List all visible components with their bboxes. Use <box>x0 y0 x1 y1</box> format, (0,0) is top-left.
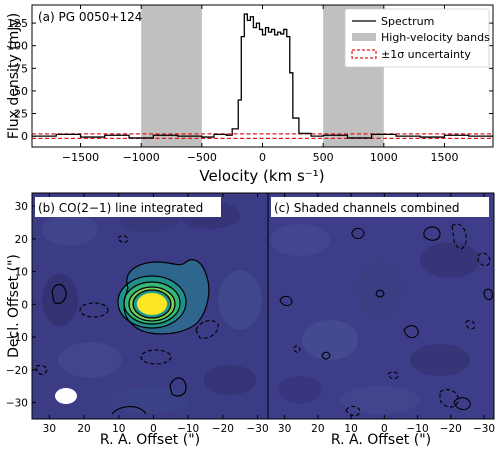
map-b-negative-contours <box>35 235 219 376</box>
spectrum-x-label: Velocity (km s⁻¹) <box>199 167 324 185</box>
legend-box <box>344 8 490 68</box>
map-x-tick-label: 10 <box>344 423 357 435</box>
map-x-tick-label: −10 <box>177 423 199 435</box>
spectrum-y-label: Flux density (mJy) <box>6 13 22 139</box>
map-x-tick-label: 0 <box>150 423 157 435</box>
x-tick-label: −1500 <box>62 151 99 164</box>
map-y-tick-label: 20 <box>15 234 28 246</box>
x-tick-label: −500 <box>187 151 217 164</box>
legend-swatch-bands <box>352 33 376 41</box>
spectrum-legend: Spectrum High-velocity bands ±1σ uncerta… <box>344 8 490 68</box>
map-y-tick-label: −20 <box>6 365 28 377</box>
x-tick-label: −1000 <box>123 151 160 164</box>
spectrum-line <box>32 13 493 139</box>
x-tick-label: 0 <box>259 151 266 164</box>
map-x-tick-label: 0 <box>381 423 388 435</box>
map-x-tick-label: −30 <box>473 423 495 435</box>
spectrum-y-ticks: 0 25 50 75 100 125 <box>7 17 493 143</box>
shaded-band-0 <box>141 5 202 147</box>
x-tick-label: 500 <box>313 151 334 164</box>
legend-label-bands: High-velocity bands <box>381 31 490 44</box>
map-b-panel-label: (b) CO(2−1) line integrated <box>38 201 203 215</box>
map-c-label-box <box>271 197 489 217</box>
y-tick-label: 100 <box>7 40 28 53</box>
map-x-tick-label: −20 <box>440 423 462 435</box>
y-tick-label: 125 <box>7 17 28 30</box>
map-x-tick-label: 20 <box>311 423 324 435</box>
legend-label-spectrum: Spectrum <box>381 15 434 28</box>
map-c-negative-contours <box>293 223 491 417</box>
y-tick-label: 0 <box>21 130 28 143</box>
map-b-y-label: Decl. Offset (") <box>6 254 22 358</box>
map-y-tick-label: 10 <box>15 267 28 279</box>
map-c-panel-label: (c) Shaded channels combined <box>274 201 460 215</box>
map-b-x-label: R. A. Offset (") <box>100 432 200 448</box>
map-y-tick-label: 0 <box>21 299 28 311</box>
map-x-tick-label: −30 <box>247 423 269 435</box>
map-b-x-ticks: 30 20 10 0 −10 −20 −30 <box>43 193 269 435</box>
map-c-contours <box>279 226 493 411</box>
shaded-channels-map-panel: 30 20 10 0 −10 −20 −30 (c) Shaded channels com… <box>267 192 495 448</box>
spectrum-x-ticks: −1500 −1000 −500 0 500 1000 1500 <box>62 5 458 164</box>
map-c-noise <box>270 224 480 414</box>
y-tick-label: 75 <box>14 62 28 75</box>
y-tick-label: 25 <box>14 108 28 121</box>
map-x-tick-label: −20 <box>212 423 234 435</box>
map-y-tick-label: −30 <box>6 398 28 410</box>
map-c-x-label: R. A. Offset (") <box>331 432 431 448</box>
map-x-tick-label: 30 <box>278 423 291 435</box>
map-y-tick-label: 30 <box>15 201 28 213</box>
map-b-contours <box>51 259 210 415</box>
y-tick-label: 50 <box>14 85 28 98</box>
map-x-tick-label: 20 <box>77 423 90 435</box>
legend-label-uncertainty: ±1σ uncertainty <box>381 48 471 61</box>
spectrum-panel-label: (a) PG 0050+124 <box>38 10 142 24</box>
map-b-emission-peak <box>137 293 167 315</box>
map-x-tick-label: 30 <box>43 423 56 435</box>
map-y-tick-label: −10 <box>6 332 28 344</box>
spectrum-panel: −1500 −1000 −500 0 500 1000 1500 0 25 50 75 100 125… <box>6 4 494 185</box>
x-tick-label: 1000 <box>370 151 398 164</box>
legend-swatch-uncertainty <box>351 49 377 59</box>
integrated-map-panel: 30 20 10 0 −10 −20 −30 30 20 10 0 −10 −20 −30 (b) CO… <box>6 192 269 448</box>
map-b-y-ticks: 30 20 10 0 −10 −20 −30 <box>6 201 36 410</box>
map-b-label-box <box>35 197 221 217</box>
x-tick-label: 1500 <box>430 151 458 164</box>
beam-ellipse <box>55 388 77 404</box>
map-x-tick-label: −10 <box>406 423 428 435</box>
map-x-tick-label: 10 <box>112 423 125 435</box>
map-c-frame <box>267 192 495 420</box>
uncertainty-lines <box>32 133 493 140</box>
map-c-x-ticks: 30 20 10 0 −10 −20 −30 <box>278 193 495 435</box>
